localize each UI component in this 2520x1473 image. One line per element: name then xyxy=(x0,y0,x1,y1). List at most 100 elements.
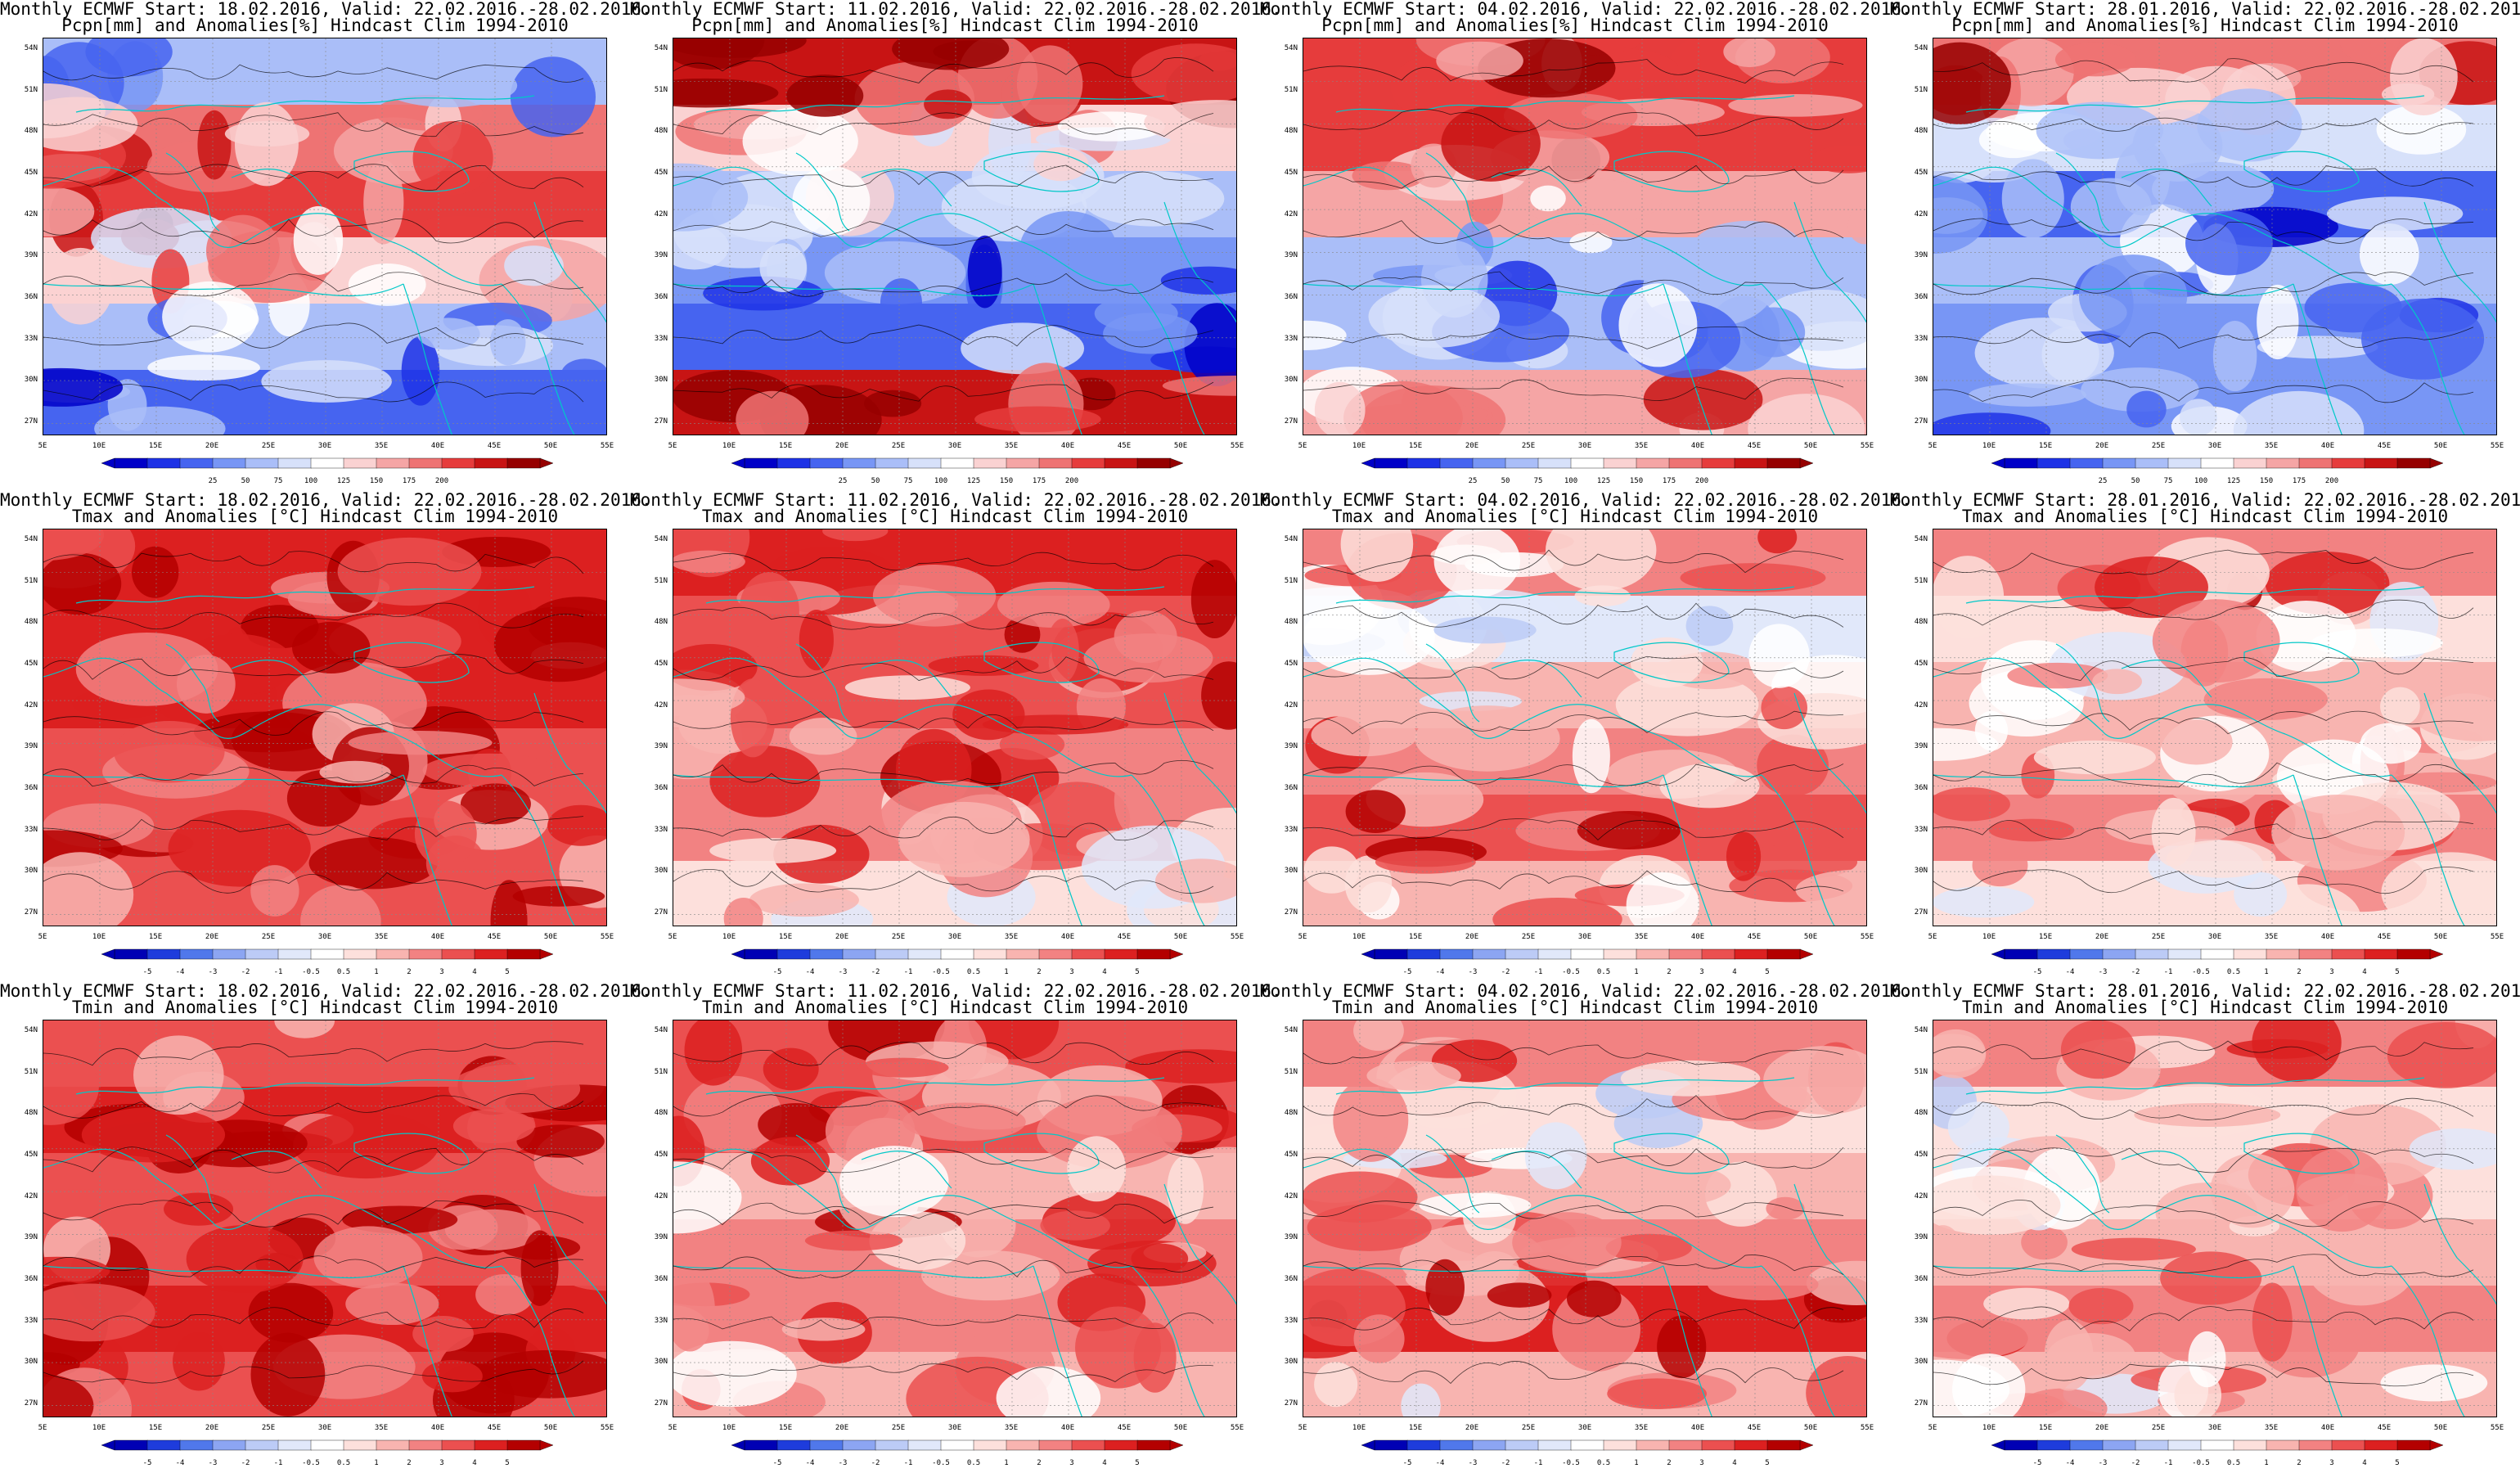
lon-tick-label: 40E xyxy=(2320,1424,2335,1432)
lon-tick-label: 25E xyxy=(1521,1424,1536,1432)
lon-tick-label: 20E xyxy=(205,442,219,450)
colorbar xyxy=(1988,1437,2446,1457)
lat-tick-label: 42N xyxy=(1914,1191,1928,1200)
lat-tick-label: 48N xyxy=(24,618,38,627)
panel-title-line2: Pcpn[mm] and Anomalies[%] Hindcast Clim … xyxy=(1321,16,1829,35)
lat-tick-label: 39N xyxy=(24,251,38,260)
colorbar-tick-label: -2 xyxy=(871,968,880,976)
lon-tick-label: 15E xyxy=(1408,1424,1423,1432)
colorbar xyxy=(1358,946,1816,966)
colorbar xyxy=(98,946,556,966)
lat-tick-label: 27N xyxy=(24,908,38,917)
lon-tick-label: 55E xyxy=(2490,1424,2504,1432)
colorbar-tick-label: 2 xyxy=(407,1459,412,1467)
colorbar-tick-label: 4 xyxy=(2362,968,2367,976)
lon-tick-label: 20E xyxy=(2095,933,2109,941)
lon-tick-label: 10E xyxy=(722,933,736,941)
lat-tick-label: 42N xyxy=(24,209,38,218)
colorbar-tick-label: 3 xyxy=(2329,1459,2334,1467)
panel-title-line1: Monthly ECMWF Start: 28.01.2016, Valid: … xyxy=(1890,0,2520,19)
panel-title-line2: Pcpn[mm] and Anomalies[%] Hindcast Clim … xyxy=(691,16,1199,35)
lat-tick-label: 36N xyxy=(1914,1275,1928,1283)
map-area xyxy=(43,38,607,435)
colorbar-tick-label: 1 xyxy=(1004,968,1009,976)
colorbar-tick-label: 3 xyxy=(2329,968,2334,976)
colorbar-tick-label: -2 xyxy=(241,968,250,976)
colorbar-tick-label: 200 xyxy=(1064,477,1079,485)
lat-tick-label: 39N xyxy=(654,742,668,751)
colorbar-tick-label: -3 xyxy=(838,968,848,976)
colorbar-tick-label: -5 xyxy=(2032,968,2042,976)
colorbar-tick-label: 5 xyxy=(1765,1459,1770,1467)
lat-tick-label: 30N xyxy=(1284,867,1298,876)
lon-tick-label: 5E xyxy=(668,933,677,941)
lon-tick-label: 30E xyxy=(317,1424,332,1432)
lat-tick-label: 30N xyxy=(1914,867,1928,876)
lon-tick-label: 45E xyxy=(1747,933,1762,941)
colorbar-tick-label: 25 xyxy=(208,477,218,485)
map-panel-precipitation-4: Monthly ECMWF Start: 28.01.2016, Valid: … xyxy=(1890,0,2520,491)
lon-tick-label: 5E xyxy=(1928,1424,1937,1432)
lat-tick-label: 54N xyxy=(24,44,38,52)
colorbar-tick-label: -0.5 xyxy=(302,968,320,976)
lon-tick-label: 35E xyxy=(2264,933,2279,941)
colorbar-tick-label: 125 xyxy=(966,477,981,485)
lon-tick-label: 25E xyxy=(261,442,276,450)
lat-tick-label: 36N xyxy=(24,293,38,301)
lat-tick-label: 48N xyxy=(1284,618,1298,627)
lon-tick-label: 5E xyxy=(38,442,47,450)
colorbar-tick-label: -5 xyxy=(2032,1459,2042,1467)
lat-tick-label: 27N xyxy=(1914,908,1928,917)
lat-tick-label: 51N xyxy=(654,1067,668,1076)
colorbar-tick-label: 75 xyxy=(273,477,283,485)
lon-tick-label: 20E xyxy=(1465,442,1479,450)
colorbar-tick-label: -0.5 xyxy=(2192,968,2210,976)
colorbar-tick-label: -5 xyxy=(772,968,782,976)
lon-tick-label: 30E xyxy=(317,933,332,941)
colorbar-tick-label: 4 xyxy=(1732,1459,1737,1467)
lon-tick-label: 30E xyxy=(2207,442,2222,450)
lat-tick-label: 33N xyxy=(654,1316,668,1325)
colorbar xyxy=(98,1437,556,1457)
colorbar-tick-label: -3 xyxy=(208,968,218,976)
colorbar-tick-label: 150 xyxy=(999,477,1014,485)
lat-tick-label: 48N xyxy=(654,618,668,627)
colorbar-tick-label: -1 xyxy=(2163,968,2173,976)
colorbar-tick-label: 3 xyxy=(1699,968,1704,976)
panel-title-line2: Tmax and Anomalies [°C] Hindcast Clim 19… xyxy=(71,507,559,526)
colorbar-tick-label: -0.5 xyxy=(1562,968,1580,976)
colorbar-tick-label: 50 xyxy=(2131,477,2140,485)
lon-tick-label: 35E xyxy=(2264,1424,2279,1432)
lon-tick-label: 40E xyxy=(1060,442,1075,450)
lon-tick-label: 45E xyxy=(487,442,502,450)
lat-tick-label: 39N xyxy=(654,1233,668,1242)
lon-tick-label: 50E xyxy=(1173,933,1188,941)
lon-tick-label: 15E xyxy=(148,1424,163,1432)
lat-tick-label: 39N xyxy=(24,1233,38,1242)
lon-tick-label: 55E xyxy=(1860,933,1874,941)
panel-title-line1: Monthly ECMWF Start: 04.02.2016, Valid: … xyxy=(1260,0,1912,19)
lon-tick-label: 5E xyxy=(668,442,677,450)
lat-tick-label: 51N xyxy=(1284,1067,1298,1076)
colorbar-tick-label: 2 xyxy=(1037,1459,1042,1467)
colorbar-tick-label: 50 xyxy=(241,477,250,485)
lon-tick-label: 15E xyxy=(1408,933,1423,941)
colorbar xyxy=(728,1437,1186,1457)
lon-tick-label: 10E xyxy=(1352,933,1366,941)
colorbar-tick-label: 5 xyxy=(2395,1459,2400,1467)
lon-tick-label: 35E xyxy=(374,933,389,941)
lat-tick-label: 48N xyxy=(654,127,668,136)
lat-tick-label: 45N xyxy=(1284,660,1298,668)
colorbar-tick-label: -3 xyxy=(2098,968,2108,976)
panel-title-line2: Tmax and Anomalies [°C] Hindcast Clim 19… xyxy=(701,507,1189,526)
lon-tick-label: 45E xyxy=(1117,1424,1132,1432)
colorbar-tick-label: 2 xyxy=(2297,1459,2302,1467)
lon-tick-label: 10E xyxy=(1982,442,1996,450)
lon-tick-label: 45E xyxy=(487,933,502,941)
colorbar-tick-label: -3 xyxy=(208,1459,218,1467)
colorbar-tick-label: 0.5 xyxy=(336,1459,351,1467)
lon-tick-label: 15E xyxy=(778,1424,793,1432)
lat-tick-label: 51N xyxy=(1284,576,1298,585)
lon-tick-label: 35E xyxy=(1634,1424,1649,1432)
lat-tick-label: 30N xyxy=(24,1358,38,1367)
